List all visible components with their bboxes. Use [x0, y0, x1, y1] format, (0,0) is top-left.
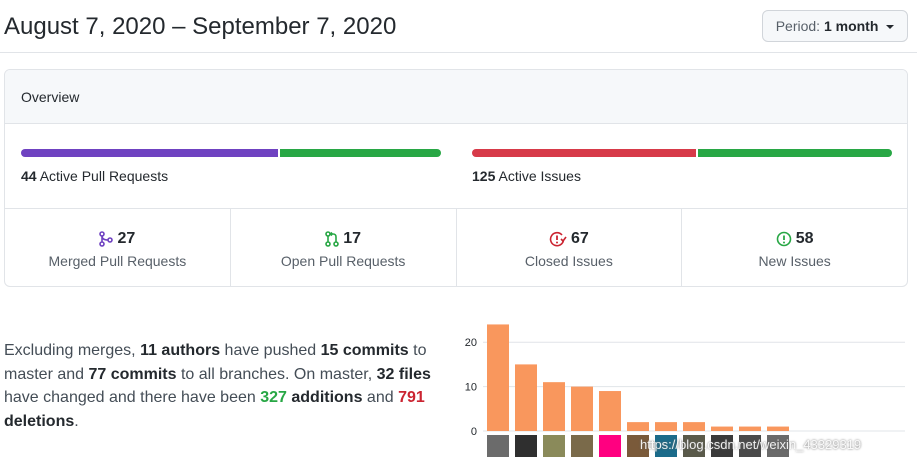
merge-icon — [99, 231, 114, 247]
period-dropdown-button[interactable]: Period: 1 month — [762, 10, 908, 42]
active-pull-requests-link[interactable]: 44 Active Pull Requests — [21, 168, 168, 184]
y-tick-label: 20 — [465, 337, 477, 349]
closed-issues-segment — [472, 149, 697, 157]
open-pr-value: 17 — [343, 230, 362, 247]
active-issues-count: 125 — [472, 168, 496, 184]
commit-summary: Excluding merges, 11 authors have pushed… — [4, 339, 444, 434]
commit-bar[interactable] — [543, 382, 565, 431]
commit-bar[interactable] — [515, 364, 537, 431]
new-issues-stat[interactable]: 58 New Issues — [682, 209, 907, 286]
summary-text: have pushed — [220, 342, 321, 359]
new-issues-value: 58 — [795, 230, 814, 247]
open-issues-segment — [698, 149, 892, 157]
summary-text: . — [74, 413, 79, 431]
commit-bar[interactable] — [571, 386, 593, 431]
author-avatar[interactable] — [627, 435, 649, 457]
additions-count: 327 — [260, 389, 287, 407]
new-issues-label: New Issues — [758, 253, 831, 269]
commits-by-author-chart: 20 10 0 — [455, 320, 910, 465]
commit-bar[interactable] — [767, 426, 789, 431]
author-avatar[interactable] — [655, 435, 677, 457]
commit-bar[interactable] — [739, 426, 761, 431]
deletions-count: 791 — [398, 389, 425, 407]
deletions-word: deletions — [4, 413, 75, 431]
active-issues-link[interactable]: 125 Active Issues — [472, 168, 581, 184]
all-commits-count: 77 commits — [88, 365, 177, 383]
watermark-text: https://blog.csdn.net/weixin_43329319 — [640, 437, 862, 452]
summary-text: to all branches. On master, — [176, 365, 377, 383]
issues-bar[interactable] — [472, 149, 892, 157]
y-tick-label: 10 — [465, 382, 477, 394]
activity-bars: 44 Active Pull Requests 125 Active Issue… — [5, 124, 907, 209]
additions-word: additions — [286, 389, 363, 407]
commit-bar[interactable] — [487, 324, 509, 431]
pull-request-icon — [325, 231, 340, 247]
author-avatar[interactable] — [571, 435, 593, 457]
summary-text: Excluding merges, — [4, 342, 141, 359]
commits-chart-svg: 20 10 0 — [465, 324, 905, 457]
author-avatar[interactable] — [515, 435, 537, 457]
author-avatar[interactable] — [739, 435, 761, 457]
author-avatar[interactable] — [767, 435, 789, 457]
active-issues-label: Active Issues — [498, 168, 581, 184]
author-avatar[interactable] — [683, 435, 705, 457]
caret-down-icon — [886, 25, 895, 30]
issue-closed-icon — [549, 231, 567, 247]
stats-row: 27 Merged Pull Requests 17 Open Pull Req… — [5, 209, 907, 286]
author-avatar[interactable] — [543, 435, 565, 457]
commit-bar[interactable] — [627, 422, 649, 431]
summary-text: and — [362, 389, 399, 407]
files-changed-count: 32 files — [376, 365, 431, 383]
open-pr-label: Open Pull Requests — [280, 253, 406, 269]
y-tick-label: 0 — [471, 426, 477, 438]
merged-pr-label: Merged Pull Requests — [48, 253, 187, 269]
closed-issues-stat[interactable]: 67 Closed Issues — [457, 209, 683, 286]
closed-issues-value: 67 — [570, 230, 589, 247]
active-pr-label: Active Pull Requests — [39, 168, 169, 184]
summary-text: have changed and there have been — [4, 389, 261, 407]
period-value: 1 month — [823, 18, 879, 34]
page-header: August 7, 2020 – September 7, 2020 Perio… — [0, 0, 917, 53]
overview-header: Overview — [5, 70, 907, 124]
merged-pr-segment — [21, 149, 278, 157]
commit-bar[interactable] — [711, 426, 733, 431]
commit-bar[interactable] — [683, 422, 705, 431]
merged-pr-value: 27 — [117, 230, 136, 247]
authors-count: 11 authors — [140, 342, 221, 359]
closed-issues-label: Closed Issues — [524, 253, 613, 269]
summary-text: to master and — [4, 342, 427, 383]
merged-pull-requests-stat[interactable]: 27 Merged Pull Requests — [5, 209, 231, 286]
period-label: Period: — [775, 18, 821, 34]
active-pr-count: 44 — [21, 168, 37, 184]
open-pr-segment — [279, 149, 441, 157]
commit-bar[interactable] — [655, 422, 677, 431]
master-commits-count: 15 commits — [320, 342, 409, 359]
author-avatar[interactable] — [599, 435, 621, 457]
pull-requests-bar[interactable] — [21, 149, 441, 157]
author-avatar[interactable] — [487, 435, 509, 457]
issue-opened-icon — [776, 231, 792, 247]
open-pull-requests-stat[interactable]: 17 Open Pull Requests — [231, 209, 457, 286]
date-range-title: August 7, 2020 – September 7, 2020 — [4, 13, 397, 40]
commit-bar[interactable] — [599, 391, 621, 431]
author-avatar[interactable] — [711, 435, 733, 457]
overview-panel: Overview 44 Active Pull Requests 125 Act… — [4, 69, 908, 287]
